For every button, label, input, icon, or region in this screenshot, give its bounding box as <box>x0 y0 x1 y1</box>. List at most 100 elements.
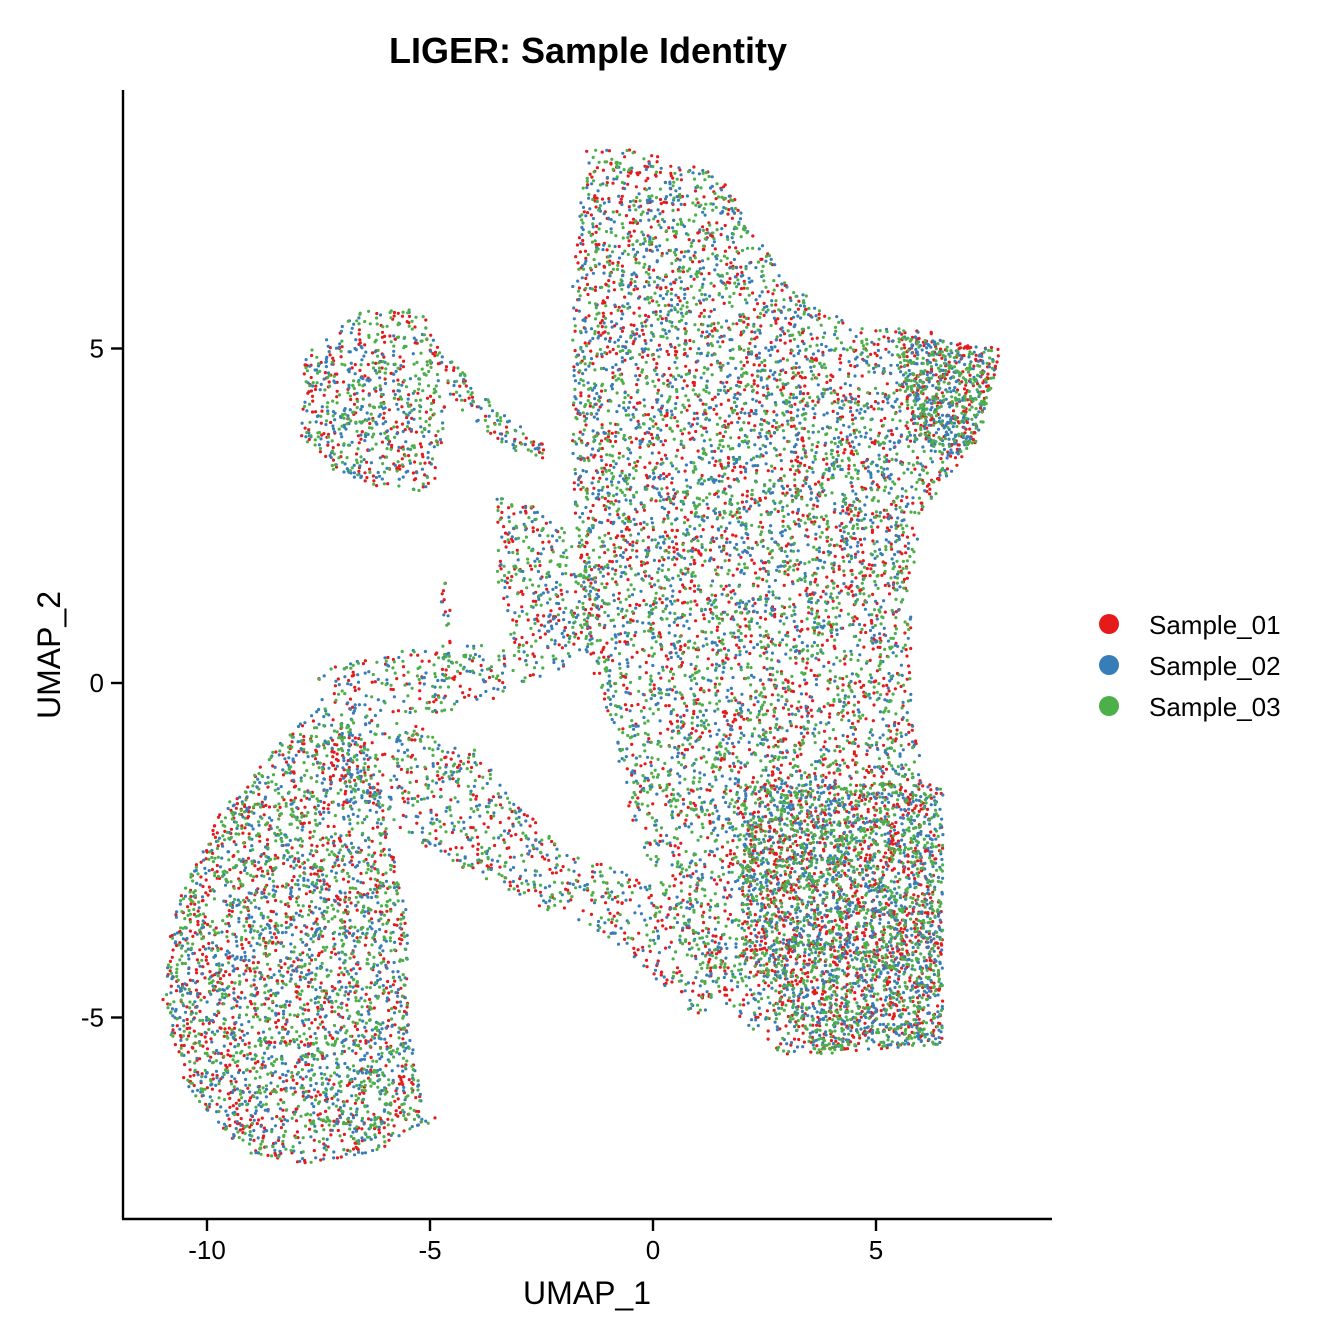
data-point <box>333 825 336 828</box>
data-point <box>333 751 336 754</box>
data-point <box>630 704 633 707</box>
data-point <box>330 951 333 954</box>
data-point <box>743 388 746 391</box>
data-point <box>731 988 734 991</box>
data-point <box>835 986 838 989</box>
data-point <box>538 564 541 567</box>
data-point <box>821 837 824 840</box>
data-point <box>606 296 609 299</box>
data-point <box>584 423 587 426</box>
data-point <box>739 465 742 468</box>
data-point <box>358 1092 361 1095</box>
data-point <box>853 997 856 1000</box>
data-point <box>861 374 864 377</box>
data-point <box>393 1100 396 1103</box>
data-point <box>201 965 204 968</box>
data-point <box>347 880 350 883</box>
data-point <box>884 348 887 351</box>
data-point <box>299 975 302 978</box>
data-point <box>757 984 760 987</box>
data-point <box>263 813 266 816</box>
data-point <box>650 433 653 436</box>
data-point <box>630 441 633 444</box>
data-point <box>697 449 700 452</box>
data-point <box>909 440 912 443</box>
data-point <box>595 231 598 234</box>
data-point <box>791 377 794 380</box>
data-point <box>702 195 705 198</box>
data-point <box>843 448 846 451</box>
data-point <box>909 647 912 650</box>
data-point <box>954 456 957 459</box>
data-point <box>654 422 657 425</box>
data-point <box>844 821 847 824</box>
data-point <box>637 420 640 423</box>
data-point <box>676 624 679 627</box>
data-point <box>510 834 513 837</box>
data-point <box>771 693 774 696</box>
data-point <box>681 457 684 460</box>
data-point <box>929 418 932 421</box>
data-point <box>663 518 666 521</box>
data-point <box>438 778 441 781</box>
data-point <box>751 781 754 784</box>
data-point <box>846 711 849 714</box>
data-point <box>724 530 727 533</box>
data-point <box>693 562 696 565</box>
data-point <box>363 343 366 346</box>
data-point <box>873 680 876 683</box>
data-point <box>667 511 670 514</box>
data-point <box>739 333 742 336</box>
data-point <box>317 1026 320 1029</box>
data-point <box>503 540 506 543</box>
data-point <box>273 1041 276 1044</box>
data-point <box>760 258 763 261</box>
data-point <box>363 374 366 377</box>
data-point <box>754 792 757 795</box>
data-point <box>701 929 704 932</box>
data-point <box>719 966 722 969</box>
data-point <box>676 449 679 452</box>
data-point <box>781 520 784 523</box>
data-point <box>228 1097 231 1100</box>
data-point <box>799 375 802 378</box>
data-point <box>664 704 667 707</box>
data-point <box>591 362 594 365</box>
data-point <box>728 765 731 768</box>
data-point <box>636 287 639 290</box>
data-point <box>941 1000 944 1003</box>
data-point <box>248 1099 251 1102</box>
data-point <box>586 541 589 544</box>
data-point <box>594 286 597 289</box>
data-point <box>780 467 783 470</box>
data-point <box>757 810 760 813</box>
data-point <box>361 430 364 433</box>
data-point <box>314 388 317 391</box>
data-point <box>894 624 897 627</box>
data-point <box>393 314 396 317</box>
data-point <box>738 1015 741 1018</box>
data-point <box>576 243 579 246</box>
data-point <box>675 350 678 353</box>
data-point <box>773 788 776 791</box>
data-point <box>737 436 740 439</box>
data-point <box>903 343 906 346</box>
data-point <box>275 936 278 939</box>
data-point <box>827 478 830 481</box>
data-point <box>421 728 424 731</box>
data-point <box>324 455 327 458</box>
data-point <box>763 666 766 669</box>
data-point <box>433 354 436 357</box>
data-point <box>307 1009 310 1012</box>
data-point <box>664 531 667 534</box>
data-point <box>696 635 699 638</box>
data-point <box>802 514 805 517</box>
data-point <box>228 1118 231 1121</box>
data-point <box>759 324 762 327</box>
data-point <box>336 1156 339 1159</box>
data-point <box>797 999 800 1002</box>
data-point <box>729 852 732 855</box>
data-point <box>757 931 760 934</box>
data-point <box>797 372 800 375</box>
data-point <box>253 983 256 986</box>
